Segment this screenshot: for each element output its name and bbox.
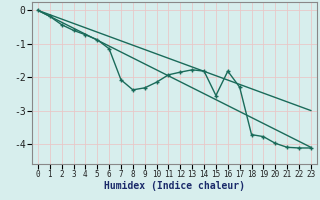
X-axis label: Humidex (Indice chaleur): Humidex (Indice chaleur) [104, 181, 245, 191]
